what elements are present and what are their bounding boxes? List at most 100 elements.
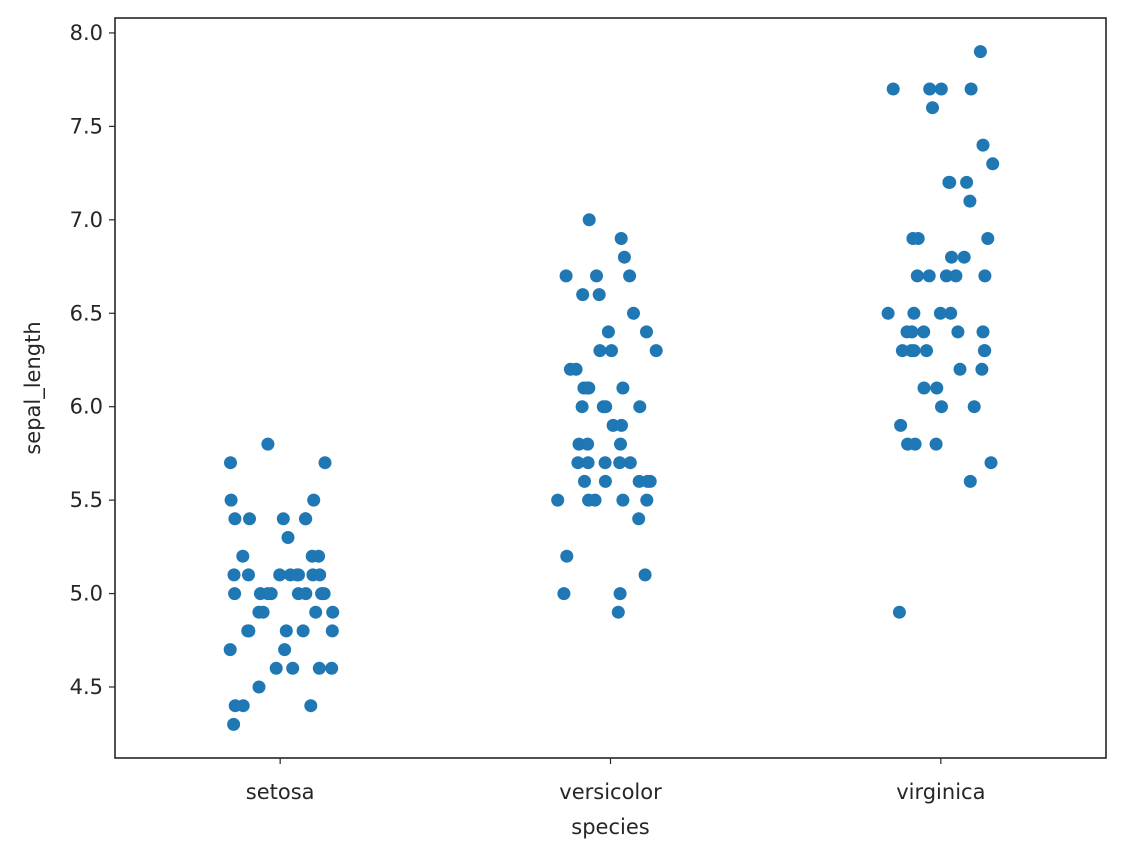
data-point-setosa (290, 568, 304, 582)
data-point-versicolor (633, 400, 647, 414)
data-point-setosa (304, 699, 318, 713)
data-point-versicolor (605, 344, 618, 358)
data-point-setosa (312, 661, 326, 675)
data-point-setosa (227, 717, 241, 731)
data-point-virginica (892, 605, 906, 619)
data-point-versicolor (616, 381, 630, 395)
data-point-versicolor (582, 493, 596, 507)
y-tick-label: 8.0 (70, 21, 103, 45)
data-point-versicolor (632, 512, 646, 526)
data-point-virginica (939, 269, 953, 283)
data-point-setosa (253, 587, 267, 601)
y-tick-label: 6.0 (70, 395, 103, 419)
data-point-setosa (243, 512, 256, 526)
y-tick-label: 7.0 (70, 208, 103, 232)
data-point-setosa (309, 605, 323, 619)
data-point-versicolor (615, 418, 628, 432)
x-tick-label: versicolor (559, 780, 662, 804)
data-point-setosa (242, 624, 256, 638)
data-point-setosa (278, 643, 292, 657)
y-axis-ticks: 4.5 5.0 5.5 6.0 6.5 7.0 7.5 8.0 (70, 21, 115, 699)
data-point-virginica (917, 325, 931, 339)
data-point-setosa (264, 587, 278, 601)
data-point-versicolor (582, 213, 596, 227)
y-tick-label: 5.5 (70, 488, 103, 512)
data-point-setosa (228, 512, 242, 526)
data-point-versicolor (598, 456, 612, 470)
data-point-virginica (907, 344, 921, 358)
y-tick-label: 4.5 (70, 675, 103, 699)
data-point-virginica (977, 344, 991, 358)
x-axis-ticks: setosa versicolor virginica (246, 758, 985, 804)
data-point-versicolor (576, 288, 590, 302)
data-point-setosa (313, 568, 327, 582)
data-point-virginica (933, 306, 947, 320)
data-point-setosa (298, 512, 312, 526)
data-point-versicolor (581, 456, 595, 470)
data-point-setosa (269, 661, 283, 675)
data-point-versicolor (638, 568, 652, 582)
data-point-virginica (886, 82, 900, 96)
data-point-setosa (236, 549, 250, 563)
data-point-virginica (986, 157, 1000, 171)
data-point-setosa (279, 624, 293, 638)
data-point-setosa (318, 456, 332, 470)
x-tick-label: virginica (896, 780, 985, 804)
data-point-versicolor (592, 288, 606, 302)
data-point-virginica (935, 400, 948, 414)
data-point-versicolor (581, 381, 594, 395)
data-point-versicolor (551, 493, 565, 507)
data-point-versicolor (571, 456, 585, 470)
data-point-virginica (963, 194, 977, 208)
y-tick-label: 6.5 (70, 301, 103, 325)
data-point-virginica (963, 474, 977, 488)
data-point-setosa (256, 605, 270, 619)
data-point-versicolor (643, 474, 657, 488)
data-point-virginica (978, 269, 992, 283)
data-point-virginica (944, 306, 958, 320)
data-point-versicolor (640, 493, 654, 507)
data-point-virginica (930, 381, 944, 395)
data-point-setosa (224, 456, 237, 470)
data-point-setosa (252, 680, 266, 694)
data-point-virginica (951, 325, 965, 339)
data-point-virginica (929, 437, 943, 451)
data-point-virginica (953, 362, 967, 376)
data-point-virginica (895, 344, 909, 358)
data-point-virginica (922, 269, 936, 283)
data-point-virginica (917, 381, 931, 395)
data-point-versicolor (613, 456, 627, 470)
data-point-virginica (964, 82, 978, 96)
data-point-setosa (276, 512, 290, 526)
y-tick-label: 5.0 (70, 582, 103, 606)
data-point-versicolor (613, 587, 627, 601)
data-point-setosa (312, 549, 326, 563)
data-point-virginica (907, 306, 921, 320)
data-point-setosa (228, 587, 242, 601)
data-point-versicolor (578, 474, 591, 488)
data-point-setosa (326, 605, 340, 619)
data-point-versicolor (614, 232, 628, 245)
data-point-versicolor (649, 344, 663, 358)
data-point-virginica (973, 45, 987, 59)
data-point-virginica (960, 175, 974, 189)
data-point-setosa (281, 531, 295, 544)
data-point-versicolor (557, 587, 571, 601)
data-point-setosa (325, 624, 339, 638)
data-point-virginica (975, 362, 989, 376)
data-point-versicolor (559, 269, 573, 283)
data-point-virginica (943, 175, 957, 189)
data-point-virginica (881, 306, 895, 320)
data-point-setosa (325, 661, 339, 675)
data-point-virginica (926, 101, 939, 115)
points-layer (223, 45, 1000, 731)
data-point-virginica (894, 418, 908, 432)
data-point-versicolor (617, 250, 631, 264)
data-point-versicolor (590, 269, 603, 283)
data-point-virginica (976, 138, 990, 152)
data-point-versicolor (614, 437, 627, 451)
data-point-setosa (299, 587, 313, 601)
data-point-virginica (901, 437, 915, 451)
data-point-versicolor (569, 362, 583, 376)
